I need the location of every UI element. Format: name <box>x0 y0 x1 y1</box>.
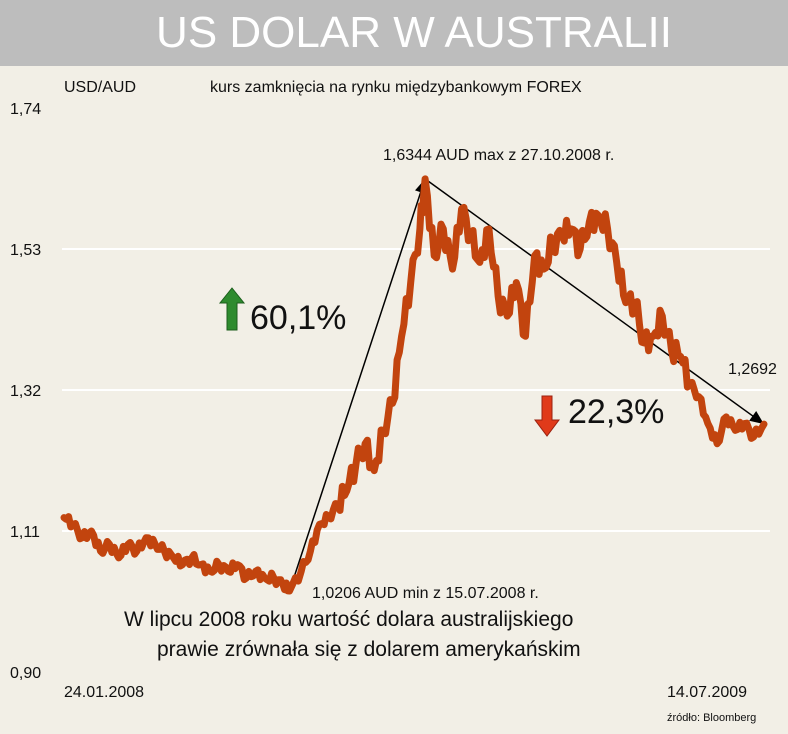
fall-trend-arrow <box>424 178 765 425</box>
gridlines <box>62 248 770 532</box>
y-tick-label: 1,53 <box>10 242 41 259</box>
y-tick-label: 1,11 <box>10 524 40 541</box>
max-annotation: 1,6344 AUD max z 27.10.2008 r. <box>383 147 614 164</box>
series-line-usd-aud <box>60 175 768 595</box>
y-tick-labels: 0,90 1,11 1,32 1,53 1,74 <box>10 101 41 682</box>
y-tick-label: 0,90 <box>10 665 41 682</box>
x-end-label: 14.07.2009 <box>667 684 747 701</box>
fall-percent: 22,3% <box>568 393 664 431</box>
y-tick-label: 1,32 <box>10 383 41 400</box>
last-value-annotation: 1,2692 <box>728 361 777 378</box>
chart-subtitle: kurs zamknięcia na rynku międzybankowym … <box>210 79 582 96</box>
y-axis-label: USD/AUD <box>64 79 136 96</box>
fall-trend-arrow-head <box>749 411 764 425</box>
x-start-label: 24.01.2008 <box>64 684 144 701</box>
note-line-1: W lipcu 2008 roku wartość dolara austral… <box>124 608 573 631</box>
note-line-2: prawie zrównała się z dolarem amerykańsk… <box>157 638 581 661</box>
min-annotation: 1,0206 AUD min z 15.07.2008 r. <box>312 585 539 602</box>
rise-percent: 60,1% <box>250 299 346 337</box>
rise-trend-arrow <box>288 178 426 592</box>
title-band <box>0 0 788 66</box>
source-label: źródło: Bloomberg <box>667 712 756 724</box>
y-tick-label: 1,74 <box>10 101 41 118</box>
up-arrow-icon <box>218 287 246 331</box>
down-arrow-icon <box>534 395 560 437</box>
chart-title: US DOLAR W AUSTRALII <box>156 8 672 57</box>
